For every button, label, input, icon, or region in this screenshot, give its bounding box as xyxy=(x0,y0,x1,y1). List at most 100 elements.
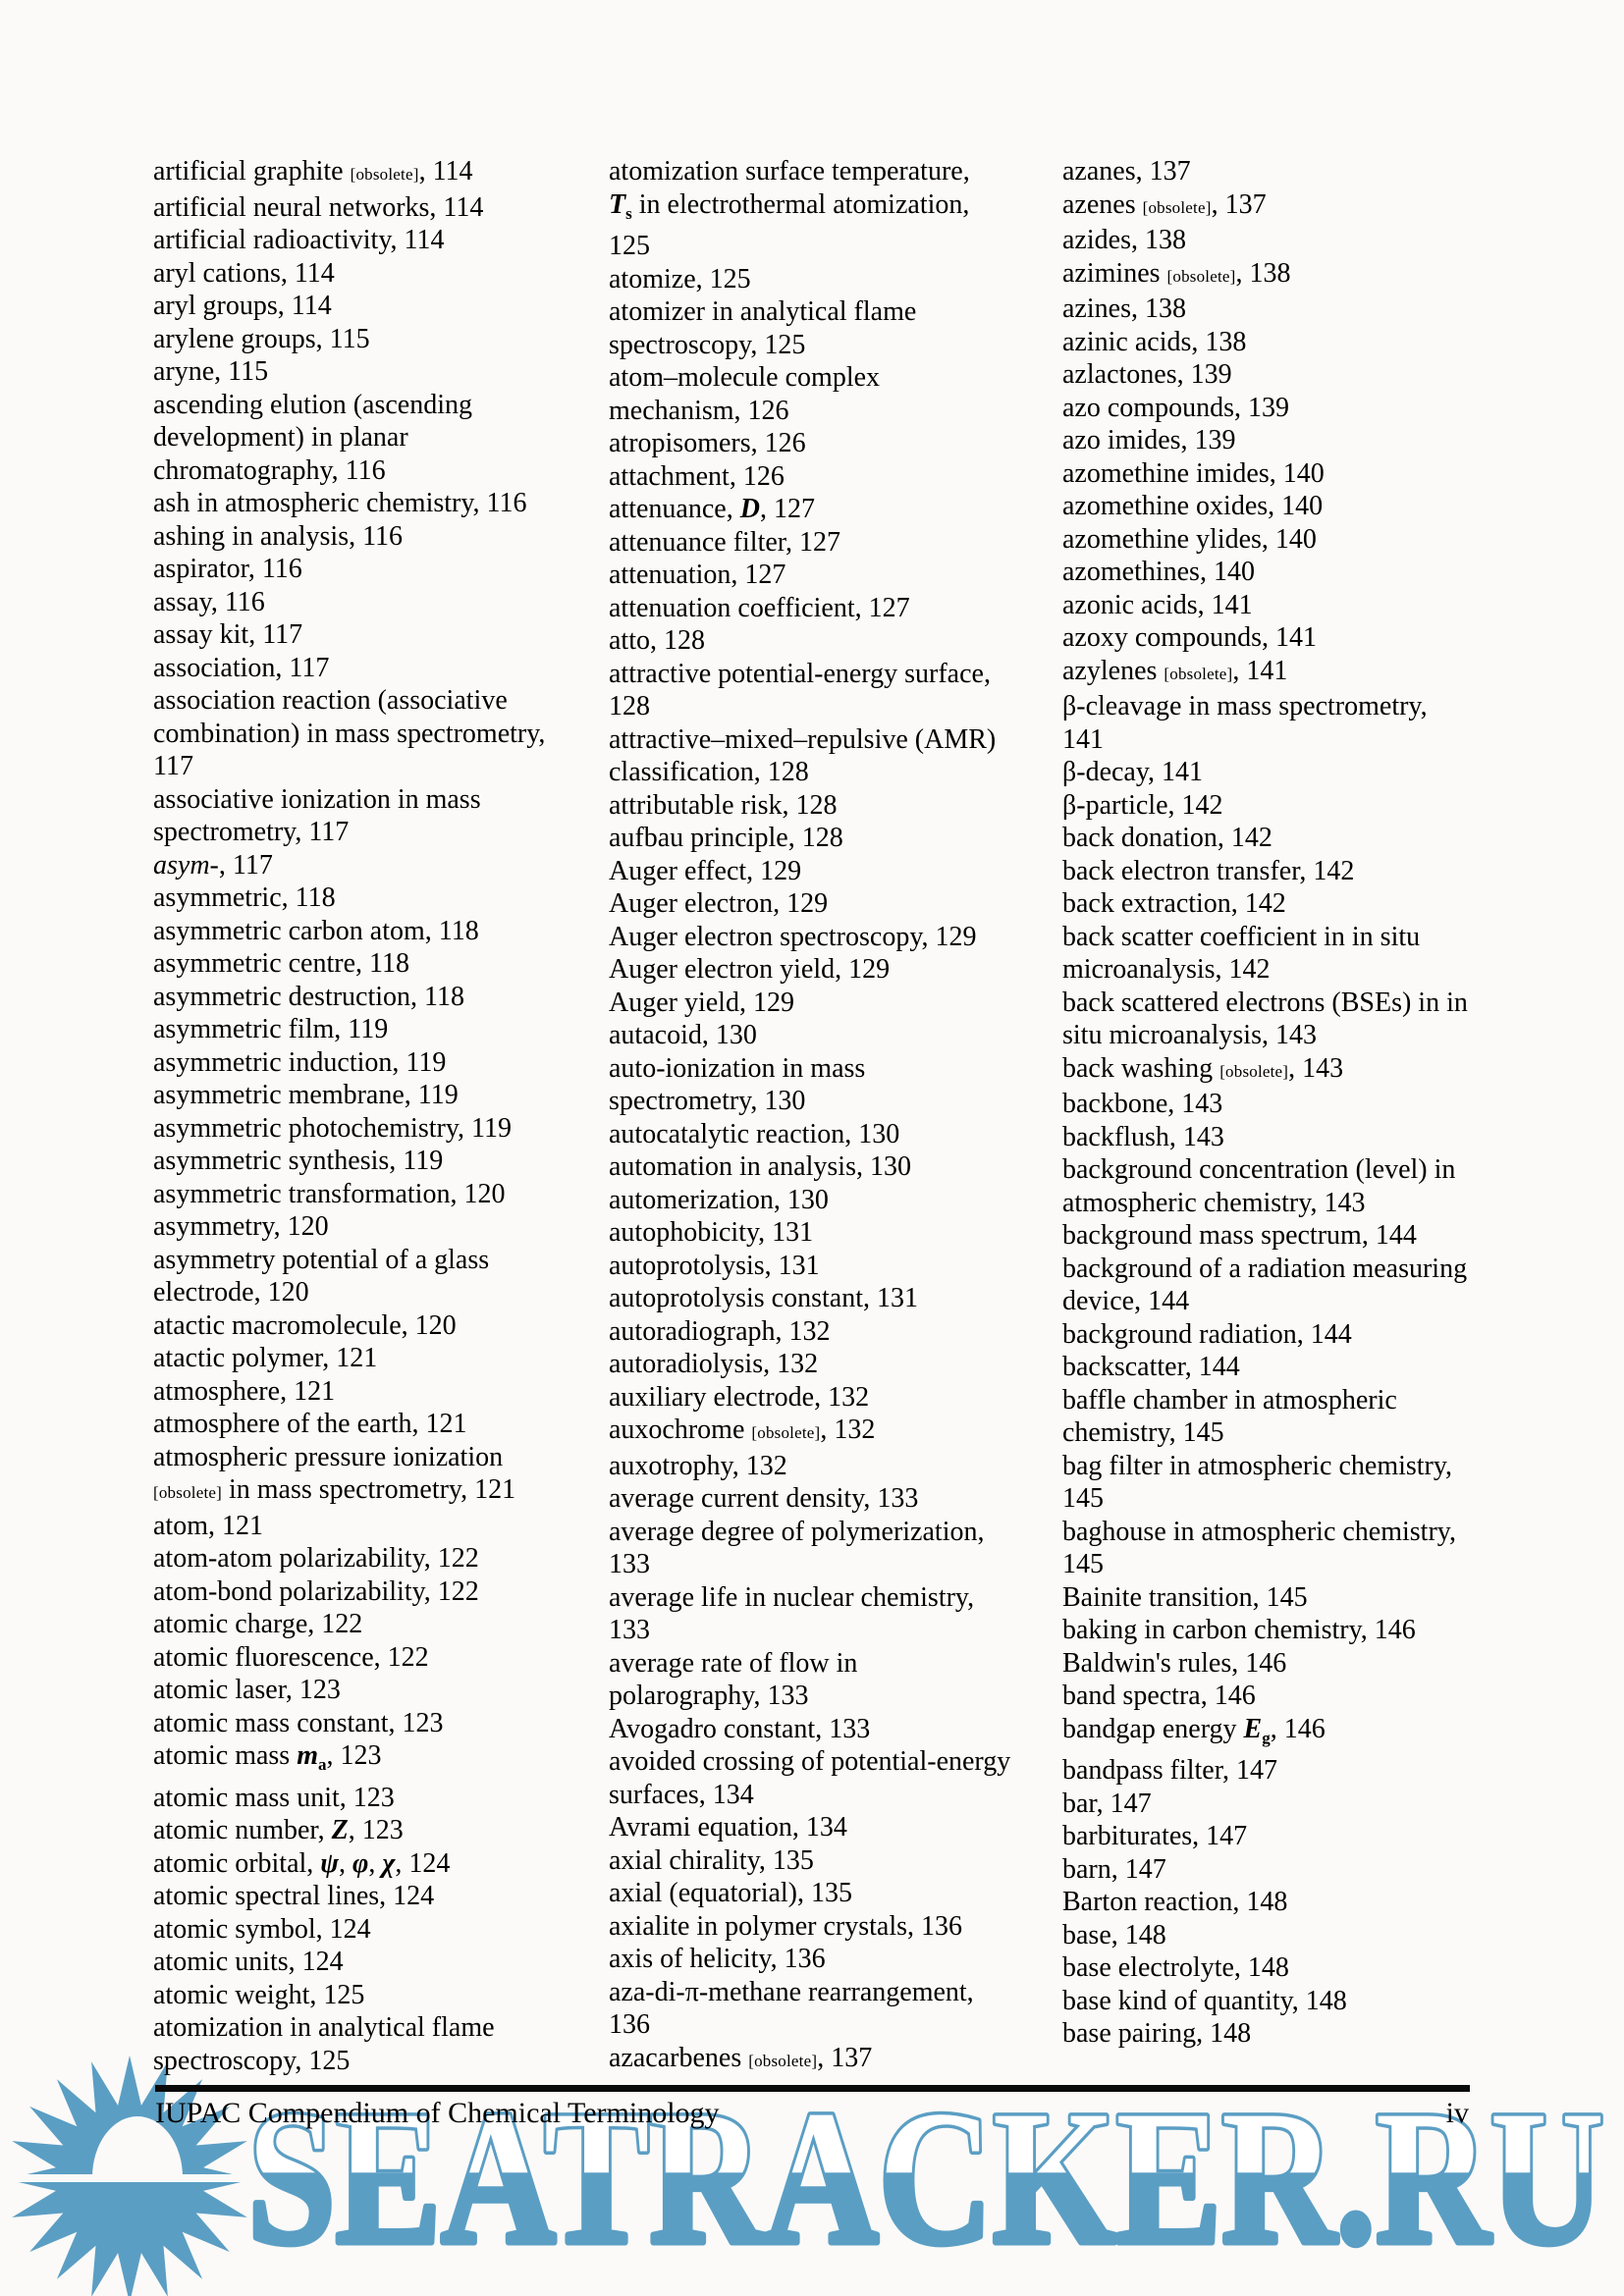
index-entry: asymmetric film, 119 xyxy=(153,1014,389,1044)
index-entry: assay kit, 117 xyxy=(153,619,303,650)
index-entry: Auger yield, 129 xyxy=(609,987,794,1018)
index-entry: atactic macromolecule, 120 xyxy=(153,1309,457,1341)
index-entry: baghouse in atmospheric chemistry, xyxy=(1062,1516,1456,1547)
footer-rule xyxy=(155,2085,1470,2092)
index-entry: bandpass filter, 147 xyxy=(1062,1755,1277,1786)
index-entry: artificial graphite [obsolete], 114 xyxy=(153,156,473,187)
index-entry: atropisomers, 126 xyxy=(609,428,806,458)
index-entry: backscatter, 144 xyxy=(1062,1352,1240,1382)
index-entry: β-cleavage in mass spectrometry, xyxy=(1062,691,1428,721)
index-entry: attenuation, 127 xyxy=(609,560,786,590)
index-entry: attributable risk, 128 xyxy=(609,789,838,821)
index-entry: axis of helicity, 136 xyxy=(609,1944,826,1974)
index-entry: atomic laser, 123 xyxy=(153,1675,341,1705)
index-entry: autocatalytic reaction, 130 xyxy=(609,1118,900,1149)
index-entry: band spectra, 146 xyxy=(1062,1681,1256,1711)
index-entry: aza-di-π-methane rearrangement, xyxy=(609,1976,974,2007)
index-entry: spectrometry, 117 xyxy=(153,817,350,847)
index-entry: azomethine imides, 140 xyxy=(1062,457,1325,489)
index-entry: azo compounds, 139 xyxy=(1062,392,1289,423)
index-entry: baking in carbon chemistry, 146 xyxy=(1062,1615,1416,1645)
index-column-1: artificial graphite [obsolete], 114 artif… xyxy=(153,155,545,2077)
index-entry: asym-, 117 xyxy=(153,849,273,881)
index-entry: chromatography, 116 xyxy=(153,454,386,486)
index-entry: asymmetric transformation, 120 xyxy=(153,1178,506,1209)
index-entry: Baldwin's rules, 146 xyxy=(1062,1647,1287,1679)
index-entry: Avogadro constant, 133 xyxy=(609,1713,871,1744)
index-entry: axialite in polymer crystals, 136 xyxy=(609,1910,963,1942)
index-entry: back washing [obsolete], 143 xyxy=(1062,1052,1344,1084)
index-entry: base kind of quantity, 148 xyxy=(1062,1985,1347,2016)
index-entry: axial chirality, 135 xyxy=(609,1844,814,1876)
index-entry: background radiation, 144 xyxy=(1062,1318,1352,1350)
index-entry: spectroscopy, 125 xyxy=(153,2045,351,2076)
index-entry: autoprotolysis constant, 131 xyxy=(609,1283,918,1313)
index-entry: atomic units, 124 xyxy=(153,1947,344,1977)
index-entry: average rate of flow in xyxy=(609,1647,858,1679)
footer-page-number: iv xyxy=(1445,2097,1469,2129)
index-entry: atto, 128 xyxy=(609,625,705,656)
index-entry: atomic orbital, ψ, φ, χ, 124 xyxy=(153,1847,451,1879)
index-entry: asymmetric induction, 119 xyxy=(153,1046,447,1078)
index-entry: back donation, 142 xyxy=(1062,823,1272,853)
index-entry: atomic charge, 122 xyxy=(153,1609,363,1639)
index-entry: base electrolyte, 148 xyxy=(1062,1952,1289,1983)
index-entry: atom–molecule complex xyxy=(609,362,881,393)
index-entry: azimines [obsolete], 138 xyxy=(1062,257,1291,289)
index-entry: atomize, 125 xyxy=(609,263,751,294)
index-entry: average life in nuclear chemistry, xyxy=(609,1581,975,1613)
index-entry: situ microanalysis, 143 xyxy=(1062,1020,1317,1050)
index-entry: ashing in analysis, 116 xyxy=(153,520,404,552)
index-entry: back electron transfer, 142 xyxy=(1062,855,1355,886)
index-entry: Ts in electrothermal atomization, xyxy=(609,188,970,223)
index-entry: background concentration (level) in xyxy=(1062,1154,1456,1185)
index-entry: asymmetric, 118 xyxy=(153,882,336,913)
index-entry: average degree of polymerization, xyxy=(609,1516,985,1547)
index-entry: asymmetric centre, 118 xyxy=(153,948,409,979)
index-entry: aryl groups, 114 xyxy=(153,291,332,321)
index-entry: baffle chamber in atmospheric xyxy=(1062,1384,1397,1415)
index-entry: backflush, 143 xyxy=(1062,1121,1224,1152)
index-column-2: atomization surface temperature, Ts in el… xyxy=(609,155,1010,2077)
index-entry: atomic spectral lines, 124 xyxy=(153,1881,435,1911)
index-entry: background of a radiation measuring xyxy=(1062,1253,1468,1284)
index-entry: azomethine ylides, 140 xyxy=(1062,523,1317,555)
index-entry: bar, 147 xyxy=(1062,1788,1152,1819)
index-entry: base, 148 xyxy=(1062,1919,1166,1950)
index-entry: Avrami equation, 134 xyxy=(609,1812,847,1842)
seatracker-watermark: SEATRACKER.RU xyxy=(4,2056,1608,2296)
index-entry: device, 144 xyxy=(1062,1286,1190,1316)
index-column-3: azanes, 137 azenes [obsolete], 137 azides,… xyxy=(1062,155,1468,2051)
index-entry: atomic fluorescence, 122 xyxy=(153,1641,429,1673)
index-entry: atom, 121 xyxy=(153,1510,263,1541)
index-entry: atmosphere of the earth, 121 xyxy=(153,1409,467,1439)
index-entry: atom-atom polarizability, 122 xyxy=(153,1543,479,1574)
index-entry: atmospheric pressure ionization xyxy=(153,1441,504,1472)
index-entry: ascending elution (ascending xyxy=(153,389,473,420)
index-entry: polarography, 133 xyxy=(609,1681,809,1711)
index-entry: atomic symbol, 124 xyxy=(153,1913,371,1945)
index-entry: attenuation coefficient, 127 xyxy=(609,592,910,623)
index-entry: Auger electron spectroscopy, 129 xyxy=(609,921,977,952)
index-entry: automerization, 130 xyxy=(609,1184,829,1215)
index-entry: Barton reaction, 148 xyxy=(1062,1887,1288,1917)
index-entry: azo imides, 139 xyxy=(1062,425,1236,455)
index-entry: atomic number, Z, 123 xyxy=(153,1815,404,1845)
index-entry: aufbau principle, 128 xyxy=(609,823,843,853)
index-entry: assay, 116 xyxy=(153,586,265,617)
index-entry: attractive potential-energy surface, xyxy=(609,658,991,689)
sun-logo xyxy=(4,2056,253,2296)
index-entry: atmospheric chemistry, 143 xyxy=(1062,1187,1366,1218)
footer-book-title: IUPAC Compendium of Chemical Terminology xyxy=(155,2097,720,2129)
index-entry: azlactones, 139 xyxy=(1062,359,1232,390)
index-entry: attractive–mixed–repulsive (AMR) xyxy=(609,723,997,755)
index-entry: azenes [obsolete], 137 xyxy=(1062,188,1267,220)
index-entry: asymmetry, 120 xyxy=(153,1211,329,1242)
index-entry: [obsolete] in mass spectrometry, 121 xyxy=(153,1474,516,1505)
index-entry: chemistry, 145 xyxy=(1062,1417,1224,1448)
index-entry: asymmetry potential of a glass xyxy=(153,1244,490,1275)
index-entry: asymmetric synthesis, 119 xyxy=(153,1146,444,1176)
index-entry: 125 xyxy=(609,231,650,261)
index-entry: asymmetric carbon atom, 118 xyxy=(153,915,479,946)
